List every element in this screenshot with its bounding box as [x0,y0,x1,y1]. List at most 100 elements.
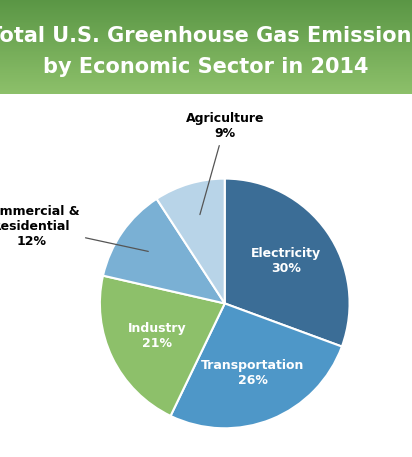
Bar [0,33,412,34]
Bar [0,13,412,14]
Bar [0,9,412,11]
Bar [0,1,412,2]
Bar [0,86,412,87]
Bar [0,4,412,5]
Text: Agriculture
9%: Agriculture 9% [185,112,264,215]
Bar [0,48,412,49]
Bar [0,31,412,32]
Bar [0,32,412,33]
Bar [0,66,412,67]
Bar [0,22,412,23]
Bar [0,53,412,54]
Bar [0,55,412,56]
Bar [0,62,412,63]
Bar [0,76,412,77]
Bar [0,58,412,59]
Bar [0,46,412,47]
Bar [0,16,412,17]
Bar [0,51,412,52]
Bar [0,89,412,90]
Bar [0,90,412,91]
Wedge shape [157,179,225,303]
Wedge shape [171,303,342,428]
Bar [0,30,412,31]
Bar [0,20,412,21]
Bar [0,3,412,4]
Bar [0,29,412,30]
Bar [0,85,412,86]
Bar [0,75,412,76]
Bar [0,0,412,1]
Bar [0,12,412,13]
Bar [0,34,412,35]
Bar [0,37,412,38]
Wedge shape [103,199,225,303]
Bar [0,28,412,29]
Bar [0,54,412,55]
Bar [0,88,412,89]
Bar [0,52,412,53]
Bar [0,7,412,8]
Bar [0,87,412,88]
Bar [0,24,412,25]
Text: Commercial &
Residential
12%: Commercial & Residential 12% [0,205,148,251]
Bar [0,17,412,18]
Bar [0,69,412,70]
Bar [0,45,412,46]
Bar [0,57,412,58]
Bar [0,14,412,15]
Bar [0,79,412,80]
Bar [0,77,412,78]
Bar [0,2,412,3]
Bar [0,78,412,79]
Bar [0,35,412,36]
Bar [0,40,412,41]
Bar [0,68,412,69]
Bar [0,18,412,19]
Bar [0,70,412,71]
Bar [0,59,412,60]
Text: Industry
21%: Industry 21% [128,322,187,350]
Text: Transportation
26%: Transportation 26% [201,359,304,387]
Bar [0,25,412,26]
Bar [0,71,412,72]
Bar [0,26,412,27]
Bar [0,39,412,40]
Bar [0,63,412,64]
Bar [0,44,412,45]
Bar [0,15,412,16]
Bar [0,6,412,7]
Bar [0,64,412,66]
Bar [0,72,412,73]
Wedge shape [225,179,349,346]
Bar [0,61,412,62]
Bar [0,42,412,43]
Bar [0,21,412,22]
Bar [0,81,412,82]
Bar [0,93,412,94]
Bar [0,50,412,51]
Bar [0,11,412,12]
Bar [0,49,412,50]
Bar [0,56,412,57]
Bar [0,5,412,6]
Bar [0,74,412,75]
Bar [0,41,412,42]
Text: Electricity
30%: Electricity 30% [251,247,321,275]
Bar [0,38,412,39]
Bar [0,92,412,93]
Bar [0,80,412,81]
Bar [0,91,412,92]
Bar [0,8,412,9]
Bar [0,19,412,20]
Bar [0,27,412,28]
Bar [0,60,412,61]
Text: Total U.S. Greenhouse Gas Emissions: Total U.S. Greenhouse Gas Emissions [0,26,412,46]
Text: by Economic Sector in 2014: by Economic Sector in 2014 [43,58,369,77]
Bar [0,82,412,83]
Bar [0,23,412,24]
Bar [0,47,412,48]
Bar [0,36,412,37]
Wedge shape [100,276,225,416]
Bar [0,73,412,74]
